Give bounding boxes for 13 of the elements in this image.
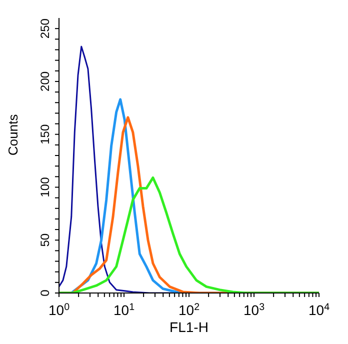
y-tick-label: 0 — [38, 289, 52, 296]
x-tick-label: 10$^{3}$ — [243, 302, 266, 318]
y-tick-label: 250 — [38, 18, 52, 39]
y-tick-label: 100 — [38, 176, 52, 198]
y-tick-label: 50 — [38, 233, 52, 247]
x-tick-label: 10$^{0}$ — [48, 302, 70, 318]
x-axis-title: FL1-H — [170, 319, 208, 335]
y-tick-label: 150 — [38, 124, 52, 144]
x-tick-label: 10$^{2}$ — [178, 302, 200, 318]
y-tick-label: 200 — [38, 71, 52, 92]
x-tick-label: 10$^{1}$ — [113, 302, 135, 318]
y-axis-title: Counts — [6, 114, 21, 156]
x-tick-label: 10$^{4}$ — [308, 302, 330, 318]
